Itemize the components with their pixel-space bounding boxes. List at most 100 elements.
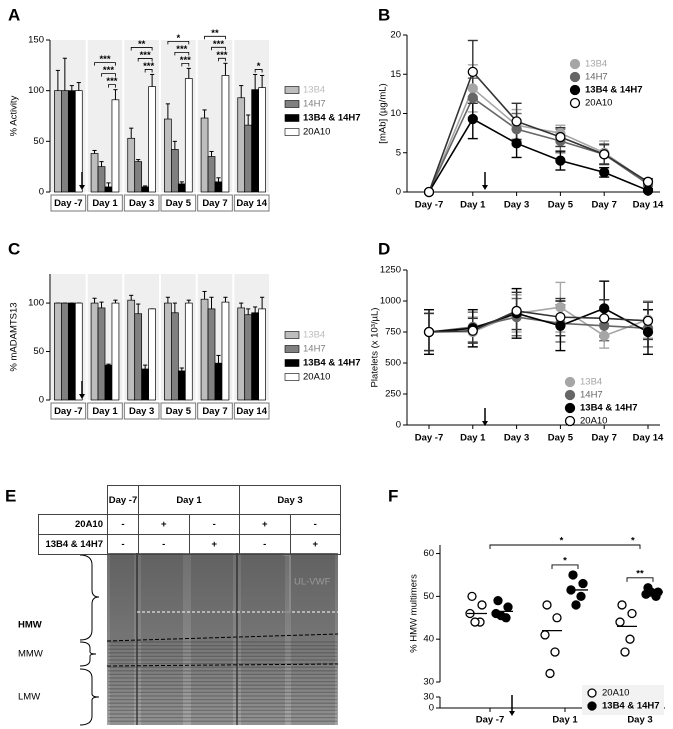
arrow-head bbox=[79, 394, 85, 399]
table-row: 20A10- + - + - bbox=[38, 514, 341, 535]
significance-label: *** bbox=[99, 54, 110, 65]
bar bbox=[141, 186, 149, 193]
legend-swatch bbox=[284, 86, 300, 94]
category-box bbox=[123, 402, 160, 420]
significance-bracket bbox=[489, 544, 641, 549]
bar bbox=[97, 307, 106, 401]
category-box bbox=[50, 402, 87, 420]
x-tick-label: Day -7 bbox=[415, 433, 444, 444]
bar bbox=[127, 299, 136, 401]
point bbox=[615, 617, 625, 627]
point bbox=[642, 176, 654, 187]
bar bbox=[237, 97, 246, 193]
y-axis-label: % HMW multimers bbox=[409, 574, 420, 653]
bar bbox=[221, 301, 230, 401]
legend-marker bbox=[564, 402, 576, 414]
bar bbox=[207, 156, 216, 193]
y-tick-label: 0 bbox=[39, 187, 44, 198]
bar bbox=[214, 181, 223, 193]
y-tick-label: 250 bbox=[385, 389, 401, 400]
y-tick-label: 40 bbox=[423, 634, 434, 645]
point bbox=[571, 600, 581, 610]
bar bbox=[134, 161, 143, 193]
legend-label: 14H7 bbox=[303, 99, 326, 110]
legend-marker bbox=[564, 376, 576, 388]
significance-label: * bbox=[176, 33, 180, 44]
bar bbox=[134, 313, 143, 401]
x-tick-label: Day 5 bbox=[166, 406, 192, 417]
significance-label: * bbox=[563, 555, 567, 566]
significance-label: *** bbox=[140, 50, 151, 61]
significance-bracket bbox=[130, 47, 153, 51]
bar bbox=[61, 90, 69, 193]
point bbox=[642, 185, 654, 196]
category-box bbox=[50, 194, 87, 212]
y-tick-label: 0 bbox=[429, 703, 434, 714]
significance-label: * bbox=[257, 61, 261, 72]
line bbox=[428, 307, 649, 333]
table-row: Day -7 Day 1 Day 3 bbox=[39, 485, 341, 515]
bar bbox=[251, 89, 259, 193]
table-cell: Day -7 bbox=[107, 485, 139, 515]
band-label: HMW bbox=[18, 620, 42, 631]
table-cell: 20A10 bbox=[38, 514, 108, 535]
arrow-head bbox=[482, 185, 488, 190]
line bbox=[429, 306, 649, 337]
legend-label: 13B4 & 14H7 bbox=[580, 403, 638, 414]
legend-marker bbox=[587, 701, 597, 711]
x-tick-label: Day 3 bbox=[504, 433, 529, 444]
bar bbox=[171, 149, 179, 193]
bar bbox=[164, 118, 172, 193]
legend-marker bbox=[587, 688, 597, 698]
table-cell: - bbox=[138, 534, 190, 555]
bar bbox=[258, 308, 266, 401]
y-tick-label: 30 bbox=[423, 677, 434, 688]
category-box bbox=[87, 194, 123, 212]
point bbox=[467, 92, 478, 103]
x-tick-label: Day 3 bbox=[504, 200, 529, 211]
bar bbox=[244, 314, 253, 401]
category-box bbox=[197, 402, 233, 420]
table-cell: - bbox=[107, 534, 139, 555]
x-tick-label: Day 5 bbox=[548, 433, 574, 444]
x-tick-label: Day 1 bbox=[460, 433, 486, 444]
significance-label: *** bbox=[216, 50, 227, 61]
point bbox=[511, 305, 522, 317]
line bbox=[428, 117, 649, 193]
legend-label: 13B4 & 14H7 bbox=[303, 113, 361, 124]
table-cell: + bbox=[138, 514, 190, 535]
significance-bracket bbox=[94, 62, 116, 66]
category-box bbox=[160, 194, 197, 212]
category-box bbox=[160, 402, 197, 420]
point bbox=[467, 66, 478, 78]
significance-label: ** bbox=[138, 39, 146, 50]
legend-label: 13B4 bbox=[303, 330, 325, 341]
legend-marker bbox=[569, 71, 581, 83]
legend-marker bbox=[569, 58, 581, 70]
point bbox=[555, 155, 566, 166]
line bbox=[428, 310, 649, 333]
panel-label: C bbox=[8, 239, 20, 258]
bar bbox=[54, 90, 62, 193]
bar bbox=[148, 308, 156, 401]
table-cell bbox=[39, 486, 108, 515]
point bbox=[627, 608, 637, 619]
point bbox=[599, 167, 610, 178]
significance-bracket bbox=[174, 51, 190, 56]
panel-label: B bbox=[378, 5, 390, 24]
significance-bracket bbox=[167, 40, 190, 45]
legend-swatch bbox=[284, 114, 300, 122]
point bbox=[555, 320, 566, 331]
x-tick-label: Day 14 bbox=[633, 200, 664, 211]
point bbox=[555, 302, 566, 313]
x-tick-label: Day 3 bbox=[129, 198, 154, 209]
x-tick-label: Day -7 bbox=[54, 198, 83, 209]
significance-label: *** bbox=[176, 44, 187, 55]
y-tick-label: 100 bbox=[28, 298, 44, 309]
bar bbox=[74, 90, 83, 193]
point bbox=[599, 330, 610, 341]
point bbox=[496, 610, 506, 621]
legend-label: 13B4 bbox=[585, 59, 607, 70]
y-tick-label: 750 bbox=[385, 327, 401, 338]
